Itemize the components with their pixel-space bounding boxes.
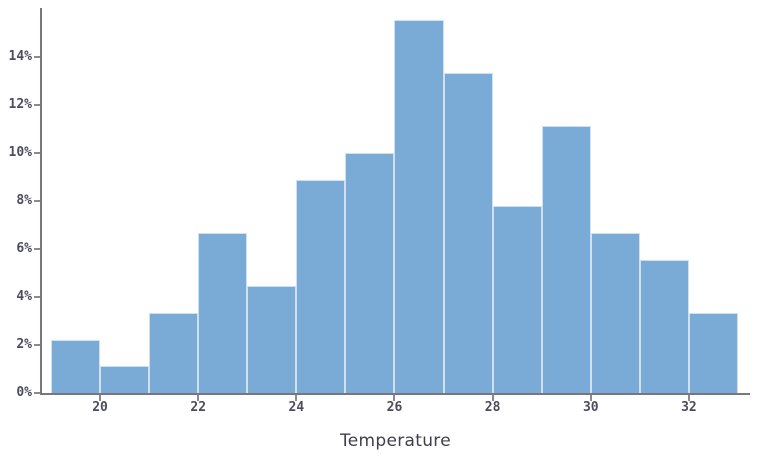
histogram-bar [394, 19, 444, 393]
y-tick-label: 0% [16, 385, 32, 400]
x-axis-tick [99, 395, 102, 401]
histogram-bar [198, 232, 248, 393]
y-axis-tick [34, 296, 40, 298]
y-tick-label: 8% [16, 193, 32, 208]
x-axis-tick [197, 395, 200, 401]
x-axis-tick [393, 395, 396, 401]
histogram-bar [51, 339, 101, 393]
x-tick-label: 26 [386, 400, 403, 415]
y-tick-label: 14% [8, 49, 32, 64]
x-tick-label: 30 [582, 400, 599, 415]
histogram-bar [443, 73, 493, 393]
histogram-bar [247, 286, 297, 393]
y-axis-tick [34, 104, 40, 106]
x-axis-tick [295, 395, 298, 401]
x-axis-title: Temperature [340, 431, 451, 451]
x-axis-tick [687, 395, 690, 401]
y-axis-tick [34, 344, 40, 346]
x-axis-tick [491, 395, 494, 401]
y-axis-tick [34, 200, 40, 202]
x-tick-label: 28 [484, 400, 501, 415]
histogram-bar [590, 232, 640, 393]
y-axis-tick [34, 248, 40, 250]
histogram-bar [345, 153, 395, 393]
x-axis-line [40, 393, 750, 395]
y-axis-tick [34, 392, 40, 394]
histogram-bar [492, 206, 542, 393]
histogram-bar [639, 259, 689, 393]
histogram-bar [296, 179, 346, 393]
y-axis-line [40, 8, 42, 395]
y-axis-tick [34, 152, 40, 154]
y-tick-label: 2% [16, 337, 32, 352]
histogram-bar [688, 313, 738, 393]
x-tick-label: 20 [92, 400, 108, 415]
x-tick-label: 22 [190, 400, 207, 415]
x-axis-tick [589, 395, 592, 401]
y-tick-label: 6% [16, 241, 32, 256]
y-axis-tick [34, 56, 40, 58]
y-tick-label: 12% [8, 97, 32, 112]
histogram-bar [149, 313, 199, 393]
x-tick-label: 32 [681, 400, 697, 415]
x-tick-label: 24 [288, 400, 305, 415]
histogram-bar [541, 126, 591, 393]
histogram-bar [100, 366, 150, 393]
y-tick-label: 4% [16, 289, 32, 304]
y-tick-label: 10% [8, 145, 32, 160]
